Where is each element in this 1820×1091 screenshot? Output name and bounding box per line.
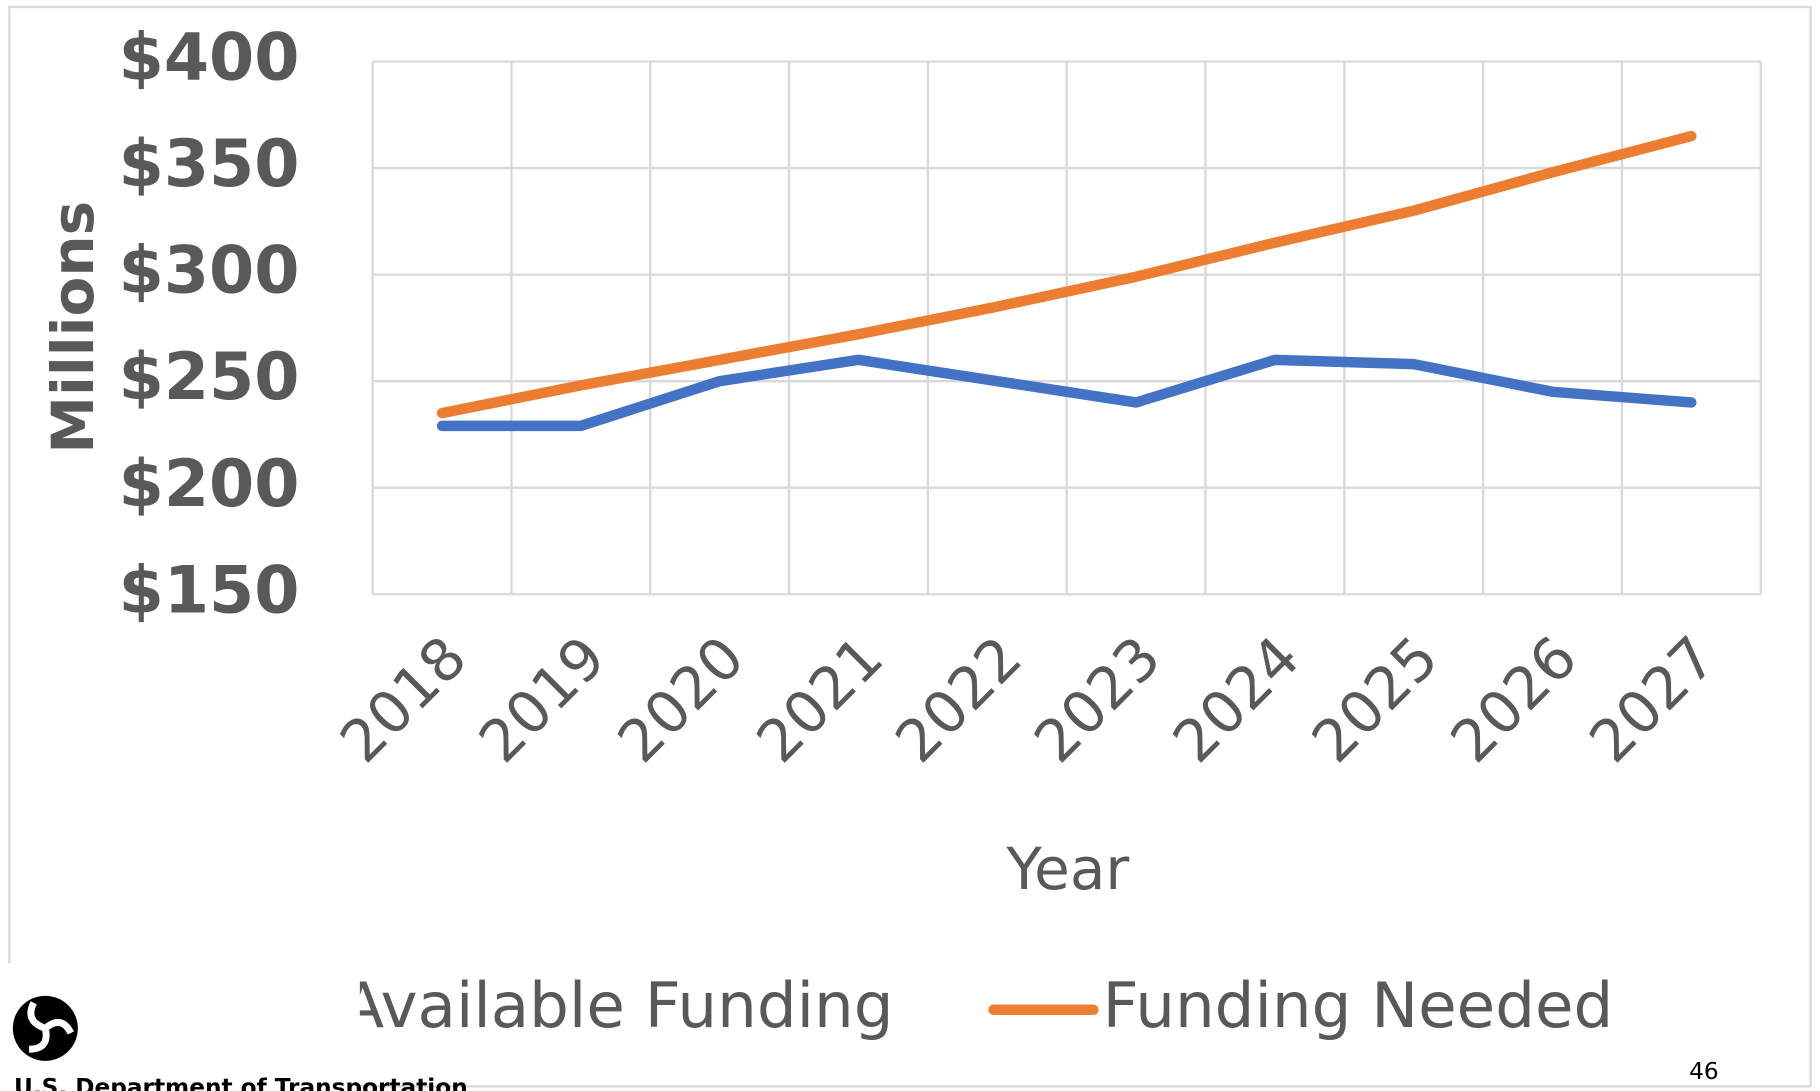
footer-organization: U.S. Department of Transportation bbox=[14, 1074, 468, 1091]
y-tick-label: $250 bbox=[119, 340, 300, 415]
x-tick-label: 2019 bbox=[466, 623, 619, 776]
y-tick-label: $350 bbox=[119, 127, 300, 202]
page-number: 46 bbox=[1689, 1058, 1719, 1085]
chart-frame bbox=[8, 5, 1812, 1088]
logo-swirl bbox=[27, 1001, 74, 1053]
x-tick-label: 2024 bbox=[1160, 623, 1313, 776]
legend-label: Available Funding bbox=[341, 969, 893, 1042]
y-tick-label: $400 bbox=[119, 21, 300, 96]
x-tick-label: 2026 bbox=[1438, 623, 1591, 776]
x-tick-label: 2022 bbox=[882, 623, 1035, 776]
y-tick-label: $300 bbox=[119, 234, 300, 309]
x-tick-label: 2025 bbox=[1299, 623, 1452, 776]
series-line bbox=[436, 354, 1697, 432]
x-tick-label: 2023 bbox=[1021, 623, 1174, 776]
x-tick-label: 2020 bbox=[605, 623, 758, 776]
y-tick-label: $200 bbox=[119, 447, 300, 522]
x-tick-label: 2018 bbox=[327, 623, 480, 776]
x-tick-label: 2021 bbox=[744, 623, 897, 776]
y-axis-title: Millions bbox=[39, 201, 107, 454]
legend-label: Funding Needed bbox=[1103, 969, 1614, 1042]
y-tick-label: $150 bbox=[119, 553, 300, 628]
series-line bbox=[436, 130, 1697, 419]
x-axis-title: Year bbox=[1005, 835, 1129, 903]
dot-logo bbox=[12, 995, 78, 1061]
x-tick-label: 2027 bbox=[1576, 623, 1729, 776]
